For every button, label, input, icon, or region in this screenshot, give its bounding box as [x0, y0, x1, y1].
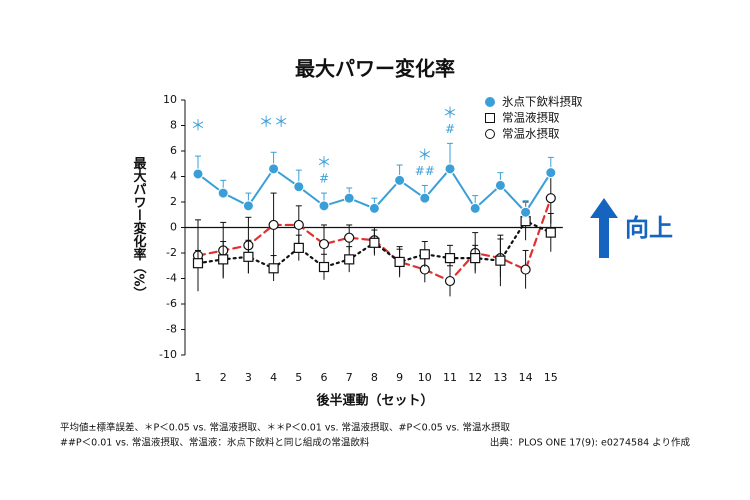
- y-tick-label: 2: [170, 195, 177, 208]
- marker: [293, 181, 305, 193]
- marker: [444, 253, 456, 264]
- y-tick-label: 6: [170, 144, 177, 157]
- marker: [369, 237, 380, 248]
- annotation: #: [319, 172, 329, 186]
- marker: [318, 200, 330, 212]
- x-tick-label: 7: [346, 371, 353, 384]
- annotation: ＊: [442, 104, 457, 122]
- marker: [545, 167, 557, 179]
- marker: [192, 258, 204, 269]
- marker: [242, 200, 254, 212]
- marker: [368, 202, 380, 214]
- x-tick-label: 8: [371, 371, 378, 384]
- annotation: ##: [415, 164, 435, 178]
- y-tick-label: 8: [170, 119, 177, 132]
- marker: [218, 254, 229, 265]
- x-tick-label: 4: [270, 371, 277, 384]
- x-tick-label: 13: [493, 371, 507, 384]
- x-tick-label: 3: [245, 371, 252, 384]
- y-axis-label: 最大パワー変化率（%）: [131, 156, 148, 299]
- source: 出典：PLOS ONE 17(9): e0274584 より作成: [490, 437, 691, 449]
- legend-marker: [485, 113, 495, 123]
- x-tick-label: 10: [418, 371, 432, 384]
- chart-title: 最大パワー変化率: [295, 57, 455, 81]
- marker: [293, 219, 304, 231]
- marker: [318, 261, 330, 273]
- marker: [520, 216, 531, 227]
- marker: [419, 192, 431, 204]
- marker: [495, 255, 506, 266]
- y-tick-label: 0: [170, 221, 177, 234]
- annotation: ＊: [316, 154, 331, 172]
- marker: [470, 253, 481, 264]
- marker: [419, 249, 430, 260]
- x-axis-label: 後半運動（セット）: [316, 393, 433, 409]
- legend-label: 氷点下飲料摂取: [502, 95, 583, 109]
- marker: [268, 263, 279, 274]
- y-tick-label: 10: [163, 93, 177, 106]
- marker: [394, 174, 406, 186]
- marker: [192, 168, 204, 180]
- y-tick-label: -6: [166, 297, 177, 310]
- marker: [344, 232, 355, 243]
- marker: [293, 242, 304, 253]
- x-tick-label: 1: [195, 371, 202, 384]
- x-tick-label: 2: [220, 371, 227, 384]
- x-tick-label: 15: [544, 371, 558, 384]
- up-arrow: [590, 198, 618, 258]
- x-tick-label: 11: [443, 371, 457, 384]
- y-tick-label: -2: [166, 246, 177, 259]
- x-tick-label: 5: [295, 371, 302, 384]
- legend-marker: [485, 97, 495, 107]
- marker: [520, 264, 531, 275]
- x-tick-label: 6: [321, 371, 328, 384]
- legend-marker: [485, 129, 495, 139]
- annotation: ＊＊: [259, 113, 289, 131]
- legend-label: 常温水摂取: [502, 127, 560, 141]
- marker: [394, 256, 405, 268]
- annotation: ＊: [190, 117, 205, 135]
- marker: [469, 202, 481, 214]
- y-tick-label: -10: [159, 348, 177, 361]
- x-tick-label: 9: [396, 371, 403, 384]
- marker: [343, 192, 355, 204]
- marker: [494, 179, 506, 191]
- marker: [545, 193, 556, 204]
- marker: [545, 227, 556, 238]
- legend-label: 常温液摂取: [502, 111, 560, 125]
- marker: [444, 163, 456, 175]
- footnote: ##P＜0.01 vs. 常温液摂取、常温液：氷点下飲料と同じ組成の常温飲料: [60, 437, 370, 449]
- footnote: 平均値±標準誤差、＊P＜0.05 vs. 常温液摂取、＊＊P＜0.01 vs. …: [60, 422, 510, 434]
- callout: 向上: [625, 214, 673, 242]
- annotation: #: [445, 122, 455, 136]
- marker: [217, 187, 229, 199]
- annotation: ＊: [417, 146, 432, 164]
- marker: [268, 163, 280, 175]
- x-tick-label: 14: [519, 371, 533, 384]
- marker: [268, 219, 279, 231]
- marker: [318, 238, 330, 250]
- marker: [344, 254, 355, 265]
- marker: [243, 251, 254, 262]
- y-tick-label: 4: [170, 170, 177, 183]
- marker: [520, 206, 532, 218]
- marker: [444, 275, 456, 287]
- x-tick-label: 12: [468, 371, 482, 384]
- y-tick-label: -4: [166, 272, 177, 285]
- y-tick-label: -8: [166, 323, 177, 336]
